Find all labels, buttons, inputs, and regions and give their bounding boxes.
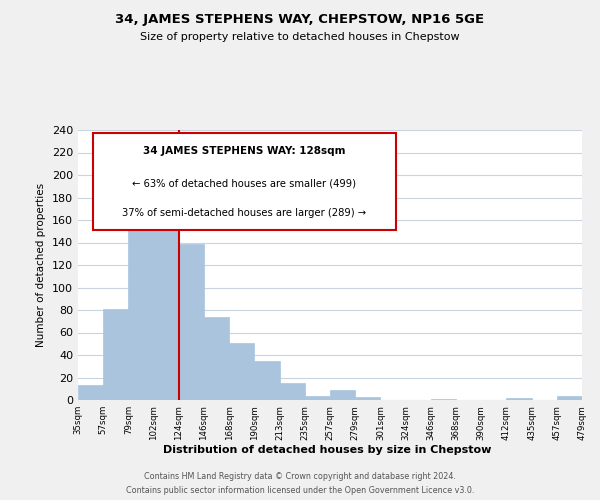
Bar [254,360,280,400]
FancyBboxPatch shape [93,132,395,230]
Text: ← 63% of detached houses are smaller (499): ← 63% of detached houses are smaller (49… [133,178,356,188]
Bar [305,396,330,400]
Text: Contains public sector information licensed under the Open Government Licence v3: Contains public sector information licen… [126,486,474,495]
Bar [154,202,179,400]
Bar [103,309,128,400]
Bar [229,342,254,400]
Text: Contains HM Land Registry data © Crown copyright and database right 2024.: Contains HM Land Registry data © Crown c… [144,472,456,481]
Text: 34 JAMES STEPHENS WAY: 128sqm: 34 JAMES STEPHENS WAY: 128sqm [143,146,346,156]
Text: Size of property relative to detached houses in Chepstow: Size of property relative to detached ho… [140,32,460,42]
Bar [280,383,305,400]
Bar [179,244,204,400]
Bar [330,390,355,400]
Bar [128,183,154,400]
Text: 34, JAMES STEPHENS WAY, CHEPSTOW, NP16 5GE: 34, JAMES STEPHENS WAY, CHEPSTOW, NP16 5… [115,12,485,26]
Bar [557,396,582,400]
Bar [78,386,103,400]
Bar [204,317,229,400]
Text: Distribution of detached houses by size in Chepstow: Distribution of detached houses by size … [163,445,491,455]
Y-axis label: Number of detached properties: Number of detached properties [37,183,46,347]
Bar [506,398,532,400]
Bar [431,399,456,400]
Bar [355,396,380,400]
Text: 37% of semi-detached houses are larger (289) →: 37% of semi-detached houses are larger (… [122,208,367,218]
